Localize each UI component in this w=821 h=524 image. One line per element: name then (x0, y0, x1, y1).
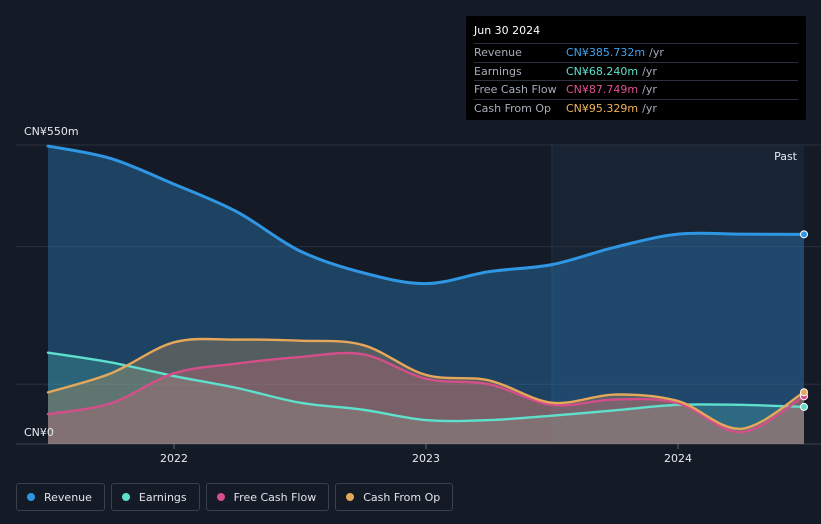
x-tick-label: 2022 (160, 452, 188, 465)
legend-dot-free-cash-flow (216, 493, 225, 501)
legend-label: Revenue (44, 490, 92, 504)
area-earnings (48, 352, 804, 444)
tooltip: Jun 30 2024 Revenue CN¥385.732m /yr Earn… (466, 16, 806, 120)
area-free-cash-flow (48, 352, 804, 444)
y-tick-label-top: CN¥550m (24, 125, 79, 138)
x-tick-label: 2023 (412, 452, 440, 465)
tooltip-label: Cash From Op (474, 101, 552, 115)
past-region (552, 145, 804, 444)
legend-label: Cash From Op (363, 490, 441, 504)
tooltip-value: CN¥95.329m (566, 101, 639, 115)
area-revenue (48, 146, 804, 444)
series-lines (46, 144, 806, 434)
tooltip-unit: /yr (649, 46, 664, 60)
tooltip-row-free-cash-flow: Free Cash Flow CN¥87.749m /yr (474, 80, 798, 99)
tooltip-row-revenue: Revenue CN¥385.732m /yr (474, 43, 798, 62)
end-marker-revenue (800, 230, 808, 239)
end-marker-earnings (800, 402, 808, 411)
legend-item-cash-from-op[interactable]: Cash From Op (335, 483, 454, 511)
legend-dot-cash-from-op (346, 493, 355, 501)
tooltip-value: CN¥385.732m (566, 46, 646, 60)
end-marker-cash-from-op (800, 388, 808, 397)
plot-background (552, 145, 804, 444)
y-tick-label-bottom: CN¥0 (24, 426, 54, 439)
tooltip-row-earnings: Earnings CN¥68.240m /yr (474, 61, 798, 81)
tooltip-row-cash-from-op: Cash From Op CN¥95.329m /yr (474, 98, 798, 118)
past-label: Past (774, 150, 798, 163)
legend-item-earnings[interactable]: Earnings (110, 483, 200, 511)
legend-label: Free Cash Flow (233, 490, 317, 504)
x-axis-ticks: 2022 2023 2024 (160, 444, 692, 465)
tooltip-label: Free Cash Flow (474, 83, 557, 97)
tooltip-value: CN¥68.240m (566, 64, 639, 78)
tooltip-unit: /yr (642, 101, 657, 115)
tooltip-label: Revenue (474, 46, 522, 60)
chart: CN¥550m CN¥0 Past 2022 2023 2024 (16, 125, 821, 465)
legend-dot-revenue (27, 493, 35, 501)
tooltip-unit: /yr (642, 64, 657, 78)
legend-item-revenue[interactable]: Revenue (16, 483, 105, 511)
tooltip-value: CN¥87.749m (566, 83, 639, 97)
legend-label: Earnings (138, 490, 187, 504)
line-cash-from-op (46, 337, 806, 430)
x-tick-label: 2024 (664, 452, 692, 465)
line-free-cash-flow (46, 351, 806, 434)
tooltip-unit: /yr (642, 83, 657, 97)
series-end-markers (800, 230, 808, 411)
legend: Revenue Earnings Free Cash Flow Cash Fro… (16, 483, 454, 511)
legend-item-free-cash-flow[interactable]: Free Cash Flow (205, 483, 330, 511)
line-revenue (46, 144, 806, 286)
area-cash-from-op (48, 338, 804, 444)
line-earnings (46, 351, 806, 423)
legend-dot-earnings (121, 493, 130, 501)
tooltip-date: Jun 30 2024 (474, 24, 541, 37)
tooltip-label: Earnings (474, 64, 522, 78)
series-areas (48, 146, 804, 444)
